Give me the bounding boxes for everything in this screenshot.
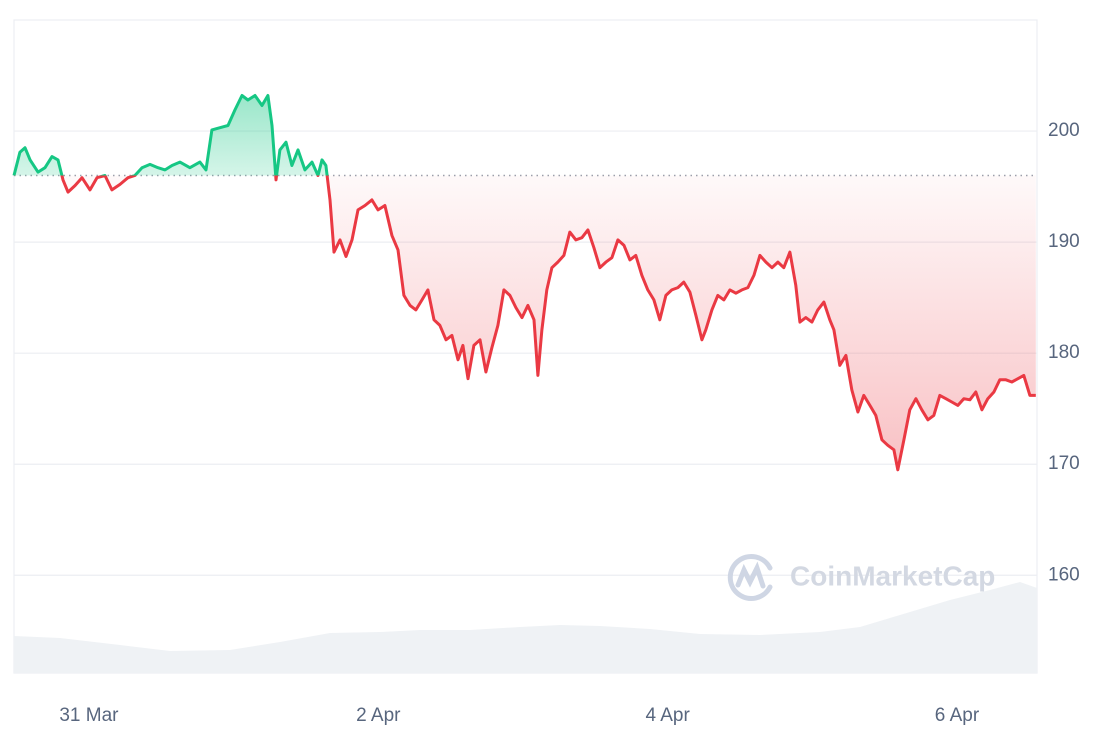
area-down bbox=[14, 175, 1036, 470]
y-tick-label: 160 bbox=[1048, 564, 1080, 585]
logo-ring bbox=[727, 554, 773, 601]
x-tick-label: 2 Apr bbox=[356, 705, 401, 726]
axes: 160 170 180 190 200 31 Mar 2 Apr 4 Apr 6 Apr bbox=[59, 120, 1079, 726]
series bbox=[12, 94, 1036, 472]
x-tick-label: 6 Apr bbox=[935, 705, 980, 726]
y-tick-label: 170 bbox=[1048, 453, 1080, 474]
volume-area bbox=[14, 582, 1037, 673]
watermark-logo bbox=[727, 554, 773, 601]
y-tick-label: 200 bbox=[1048, 120, 1080, 141]
watermark: CoinMarketCap bbox=[790, 560, 995, 591]
price-line-down bbox=[13, 175, 1036, 472]
price-line-up bbox=[12, 94, 329, 176]
y-tick-label: 180 bbox=[1048, 342, 1080, 363]
x-tick-label: 4 Apr bbox=[645, 705, 690, 726]
logo-mark bbox=[735, 561, 766, 589]
y-tick-label: 190 bbox=[1048, 231, 1080, 252]
x-tick-label: 31 Mar bbox=[59, 705, 119, 726]
